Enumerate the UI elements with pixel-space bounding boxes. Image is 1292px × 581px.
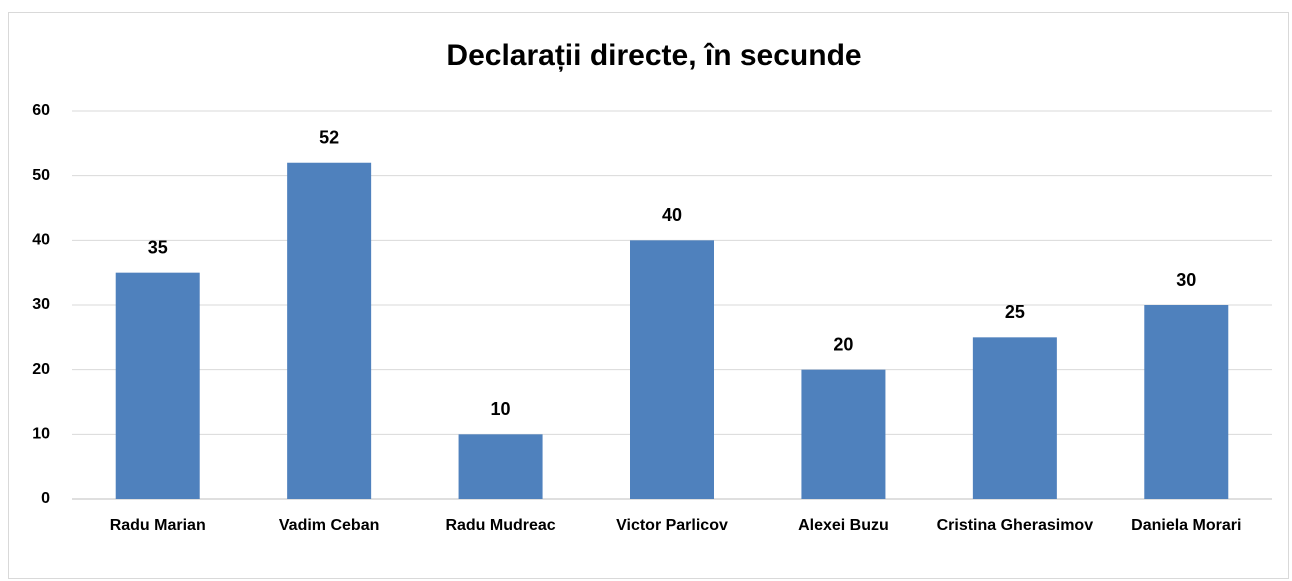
chart-title: Declarații directe, în secunde xyxy=(446,39,861,72)
x-tick-label: Vadim Ceban xyxy=(279,517,379,534)
y-tick-label: 60 xyxy=(32,102,50,119)
y-tick-label: 20 xyxy=(32,361,50,378)
bar xyxy=(115,272,200,499)
data-label: 40 xyxy=(662,205,682,225)
data-label: 10 xyxy=(491,399,511,419)
bar xyxy=(630,240,714,500)
x-tick-label: Radu Marian xyxy=(110,517,206,534)
data-label: 20 xyxy=(833,334,853,354)
bar xyxy=(801,369,886,499)
x-tick-label: Daniela Morari xyxy=(1131,517,1241,534)
x-tick-label: Victor Parlicov xyxy=(616,517,728,534)
data-label: 30 xyxy=(1176,270,1196,290)
bar xyxy=(287,162,372,499)
x-tick-label: Alexei Buzu xyxy=(798,517,889,534)
bar xyxy=(458,434,543,499)
y-tick-label: 0 xyxy=(41,490,50,507)
x-tick-label: Radu Mudreac xyxy=(445,517,555,534)
data-label: 25 xyxy=(1005,302,1025,322)
x-tick-label: Cristina Gherasimov xyxy=(937,517,1094,534)
data-label: 52 xyxy=(319,127,339,147)
y-tick-label: 30 xyxy=(32,296,50,313)
y-tick-label: 50 xyxy=(32,167,50,184)
data-label: 35 xyxy=(148,237,168,257)
y-tick-label: 40 xyxy=(32,232,50,249)
y-tick-label: 10 xyxy=(32,426,50,443)
bar xyxy=(1144,305,1229,499)
bar xyxy=(972,337,1057,499)
